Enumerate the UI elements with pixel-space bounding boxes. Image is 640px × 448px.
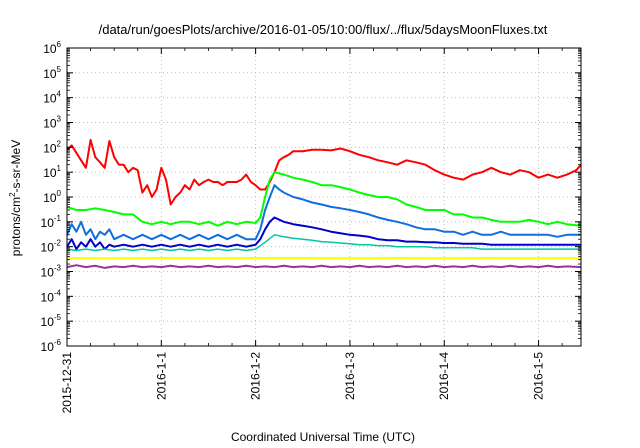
y-tick-label: 10-2 [41,239,62,255]
grid-lines [67,48,581,346]
y-tick-base: 10 [41,315,55,329]
y-tick-base: 10 [43,117,57,131]
y-tick-base: 10 [43,191,57,205]
series-line-2 [66,171,582,227]
y-tick-base: 10 [41,241,55,255]
x-tick-label: 2016-1-5 [532,352,546,400]
y-tick-exponent: 2 [57,139,62,148]
y-tick-base: 10 [41,290,55,304]
y-tick-base: 10 [41,266,55,280]
y-tick-label: 104 [43,90,61,106]
y-tick-label: 103 [43,115,61,131]
y-tick-label: 101 [43,164,61,180]
x-tick-label: 2016-1-3 [343,352,357,400]
series-line-5 [66,234,581,252]
y-axis-ticks: 10-610-510-410-310-210-11001011021031041… [41,40,581,354]
series-line-1 [66,138,582,206]
y-tick-base: 10 [43,92,57,106]
x-tick-label: 2016-1-2 [249,352,263,400]
y-tick-label: 105 [43,65,61,81]
x-axis-label: Coordinated Universal Time (UTC) [231,430,415,444]
series-lines [66,138,582,269]
y-tick-exponent: -3 [54,264,62,273]
y-tick-exponent: 0 [57,189,62,198]
series-line-3 [66,184,581,241]
chart-title: /data/run/goesPlots/archive/2016-01-05/1… [99,22,548,37]
y-tick-label: 10-3 [41,264,62,280]
y-axis-label-suffix: -s-sr-MeV [9,140,23,193]
y-tick-exponent: -1 [54,214,62,223]
y-tick-base: 10 [43,67,57,81]
y-tick-base: 10 [43,141,57,155]
y-tick-label: 10-4 [41,288,62,304]
y-tick-base: 10 [43,166,57,180]
y-tick-label: 102 [43,139,61,155]
y-tick-exponent: 3 [57,115,62,124]
y-tick-label: 10-6 [41,338,62,354]
series-line-7 [66,264,582,269]
y-tick-exponent: -6 [54,338,62,347]
x-axis-ticks: 2015-12-31 2016-1-1 2016-1-2 2016-1-3 2016-1… [60,48,563,414]
y-tick-exponent: 5 [57,65,62,74]
y-tick-exponent: 6 [57,40,62,49]
y-tick-label: 106 [43,40,61,56]
y-axis-label: protons/cm2-s-sr-MeV [8,140,23,256]
y-axis-label-sup: 2 [8,192,17,197]
x-tick-label: 2016-1-4 [437,352,451,400]
y-axis-label-prefix: protons/cm [9,197,23,256]
y-tick-base: 10 [43,42,57,56]
y-tick-base: 10 [41,340,55,354]
y-tick-exponent: 4 [57,90,62,99]
y-tick-base: 10 [41,216,55,230]
y-tick-label: 10-1 [41,214,62,230]
series-line-4 [66,216,581,251]
y-tick-exponent: -5 [54,313,62,322]
x-tick-label: 2015-12-31 [60,352,74,414]
y-tick-exponent: 1 [57,164,62,173]
x-tick-label: 2016-1-1 [154,352,168,400]
y-tick-exponent: -4 [54,288,62,297]
y-tick-label: 100 [43,189,61,205]
y-tick-label: 10-5 [41,313,62,329]
y-tick-exponent: -2 [54,239,62,248]
